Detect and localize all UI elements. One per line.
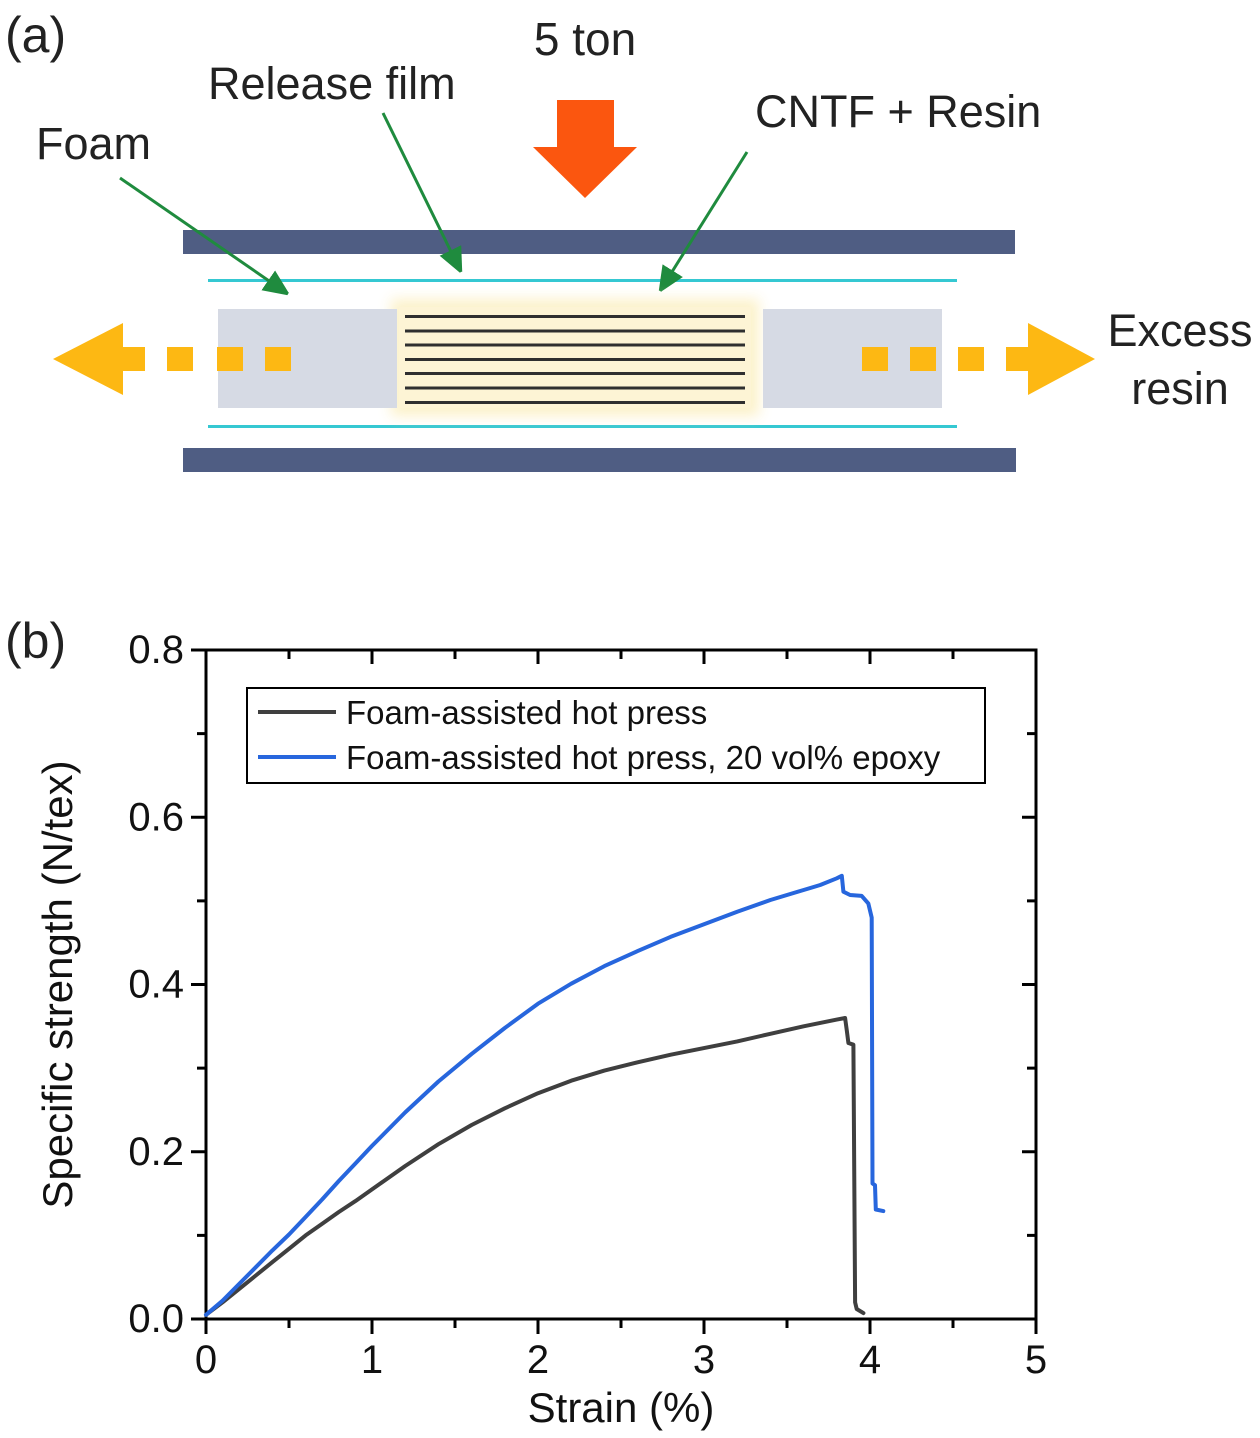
y-tick-label: 0.0	[128, 1297, 184, 1341]
y-tick-label: 0.8	[128, 628, 184, 672]
resin-arrow-left-dash	[217, 347, 243, 371]
panel-a-label: (a)	[5, 7, 67, 63]
resin-arrow-right-dash	[862, 347, 888, 371]
stress-strain-chart: 0 1 2 3 4 5 0.0 0.2 0.4 0.6 0.8 Strain (%) Specific …	[34, 628, 1047, 1431]
y-axis-label: Specific strength (N/tex)	[34, 760, 81, 1208]
x-tick-label: 5	[1025, 1338, 1047, 1382]
y-tick-label: 0.4	[128, 963, 184, 1007]
resin-arrow-right-dash	[910, 347, 936, 371]
panel-b: (b) 0 1 2 3 4 5 0.0 0.2 0.4 0.6 0.8 Strain (%) Speci…	[0, 600, 1260, 1438]
resin-arrow-right-shaft	[1006, 347, 1028, 371]
resin-arrow-right-dash	[958, 347, 984, 371]
cntf-resin-stack	[399, 307, 751, 408]
force-arrow-icon	[533, 147, 637, 198]
force-label: 5 ton	[533, 13, 637, 65]
legend-box	[246, 687, 986, 784]
x-tick-label: 0	[195, 1338, 217, 1382]
legend-label: Foam-assisted hot press	[346, 694, 707, 731]
x-axis-label: Strain (%)	[528, 1384, 715, 1431]
panel-a: (a) 5 ton Release film Foam CNTF + Resin…	[0, 0, 1260, 600]
y-tick-label: 0.6	[128, 795, 184, 839]
x-tick-label: 4	[859, 1338, 881, 1382]
foam-block-left	[218, 309, 397, 408]
legend-label: Foam-assisted hot press, 20 vol% epoxy	[346, 739, 941, 776]
press-plate-top	[183, 230, 1015, 254]
resin-arrow-left-dash	[265, 347, 291, 371]
resin-arrow-left-shaft	[123, 347, 145, 371]
cntf-resin-label: CNTF + Resin	[755, 86, 1042, 137]
resin-arrow-left-icon	[53, 323, 123, 395]
press-plate-bottom	[183, 448, 1016, 472]
foam-label: Foam	[36, 118, 152, 169]
release-film-bottom	[208, 425, 957, 428]
excess-resin-line1: Excess	[1107, 305, 1253, 356]
release-film-label: Release film	[208, 58, 456, 109]
annotation-arrows	[119, 112, 749, 600]
x-tick-label: 3	[693, 1338, 715, 1382]
resin-arrow-right-icon	[1028, 323, 1095, 395]
cntf-arrow	[660, 151, 749, 291]
cntf-layers	[405, 315, 745, 404]
y-tick-label: 0.2	[128, 1130, 184, 1174]
excess-resin-label: Excess resin	[1100, 302, 1260, 418]
x-tick-label: 2	[527, 1338, 549, 1382]
panel-b-label: (b)	[5, 613, 67, 669]
force-arrow-shaft	[557, 100, 614, 147]
x-tick-label: 1	[361, 1338, 383, 1382]
resin-arrow-left-dash	[167, 347, 193, 371]
series-foam-assisted-hot-press-20-vol-epoxy	[204, 873, 886, 1317]
series-foam-assisted-hot-press	[204, 1016, 866, 1317]
release-film-top	[208, 279, 957, 282]
excess-resin-line2: resin	[1131, 363, 1229, 414]
